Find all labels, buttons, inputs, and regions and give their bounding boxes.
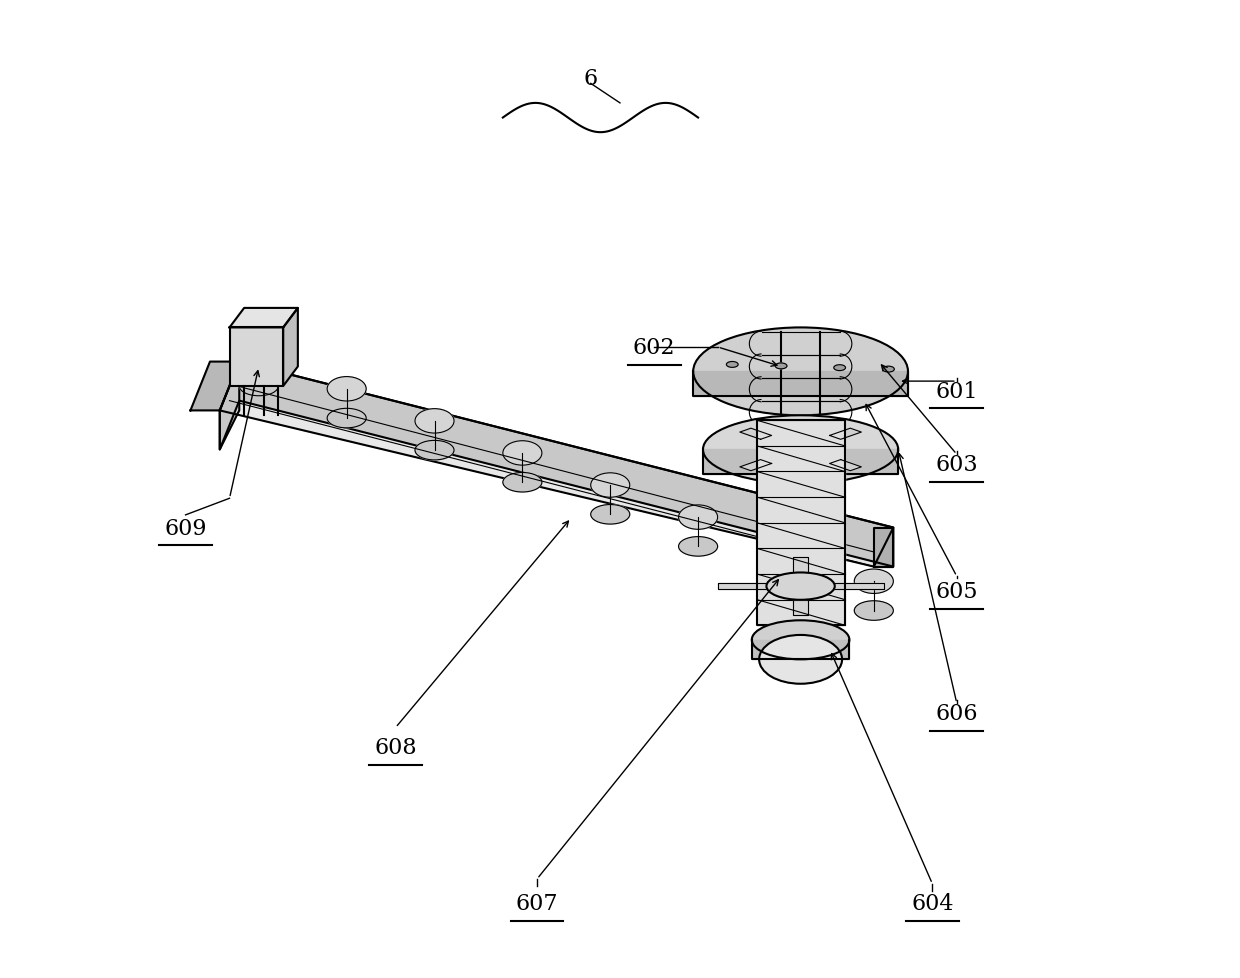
Ellipse shape	[678, 506, 718, 530]
Polygon shape	[219, 362, 893, 567]
Polygon shape	[740, 428, 771, 440]
Polygon shape	[792, 597, 808, 615]
Ellipse shape	[759, 636, 842, 684]
Text: 609: 609	[165, 517, 207, 539]
Polygon shape	[191, 362, 239, 411]
Text: 601: 601	[935, 380, 978, 403]
Ellipse shape	[693, 328, 908, 416]
Polygon shape	[830, 584, 884, 590]
Ellipse shape	[327, 409, 366, 428]
Polygon shape	[792, 557, 808, 576]
Ellipse shape	[415, 409, 454, 433]
Ellipse shape	[239, 377, 278, 396]
Ellipse shape	[883, 367, 894, 373]
Ellipse shape	[590, 473, 630, 498]
Ellipse shape	[590, 505, 630, 524]
Polygon shape	[830, 460, 862, 471]
Polygon shape	[229, 328, 283, 386]
Text: 607: 607	[516, 893, 558, 914]
Polygon shape	[219, 362, 893, 567]
Polygon shape	[740, 460, 771, 471]
Polygon shape	[229, 309, 298, 328]
Ellipse shape	[703, 416, 898, 484]
Polygon shape	[874, 528, 893, 567]
Text: 604: 604	[911, 893, 954, 914]
Polygon shape	[751, 641, 849, 660]
Ellipse shape	[775, 364, 787, 370]
Text: 602: 602	[632, 336, 676, 359]
Polygon shape	[693, 372, 908, 396]
Text: 605: 605	[935, 580, 978, 602]
Text: 608: 608	[374, 736, 417, 758]
Ellipse shape	[766, 569, 806, 589]
Polygon shape	[718, 584, 771, 590]
Ellipse shape	[678, 537, 718, 556]
Ellipse shape	[833, 366, 846, 372]
Ellipse shape	[766, 538, 806, 561]
Polygon shape	[830, 428, 862, 440]
Ellipse shape	[727, 362, 738, 368]
Ellipse shape	[327, 378, 366, 402]
Polygon shape	[219, 362, 239, 450]
Polygon shape	[756, 421, 844, 626]
Ellipse shape	[854, 601, 893, 621]
Text: 6: 6	[584, 68, 598, 90]
Ellipse shape	[751, 621, 849, 660]
Ellipse shape	[503, 441, 542, 466]
Ellipse shape	[766, 573, 835, 600]
Ellipse shape	[239, 345, 278, 370]
Polygon shape	[703, 450, 898, 474]
Polygon shape	[283, 309, 298, 386]
Text: 603: 603	[935, 454, 978, 475]
Ellipse shape	[503, 473, 542, 493]
Ellipse shape	[415, 441, 454, 461]
Ellipse shape	[854, 569, 893, 594]
Text: 606: 606	[935, 702, 978, 725]
